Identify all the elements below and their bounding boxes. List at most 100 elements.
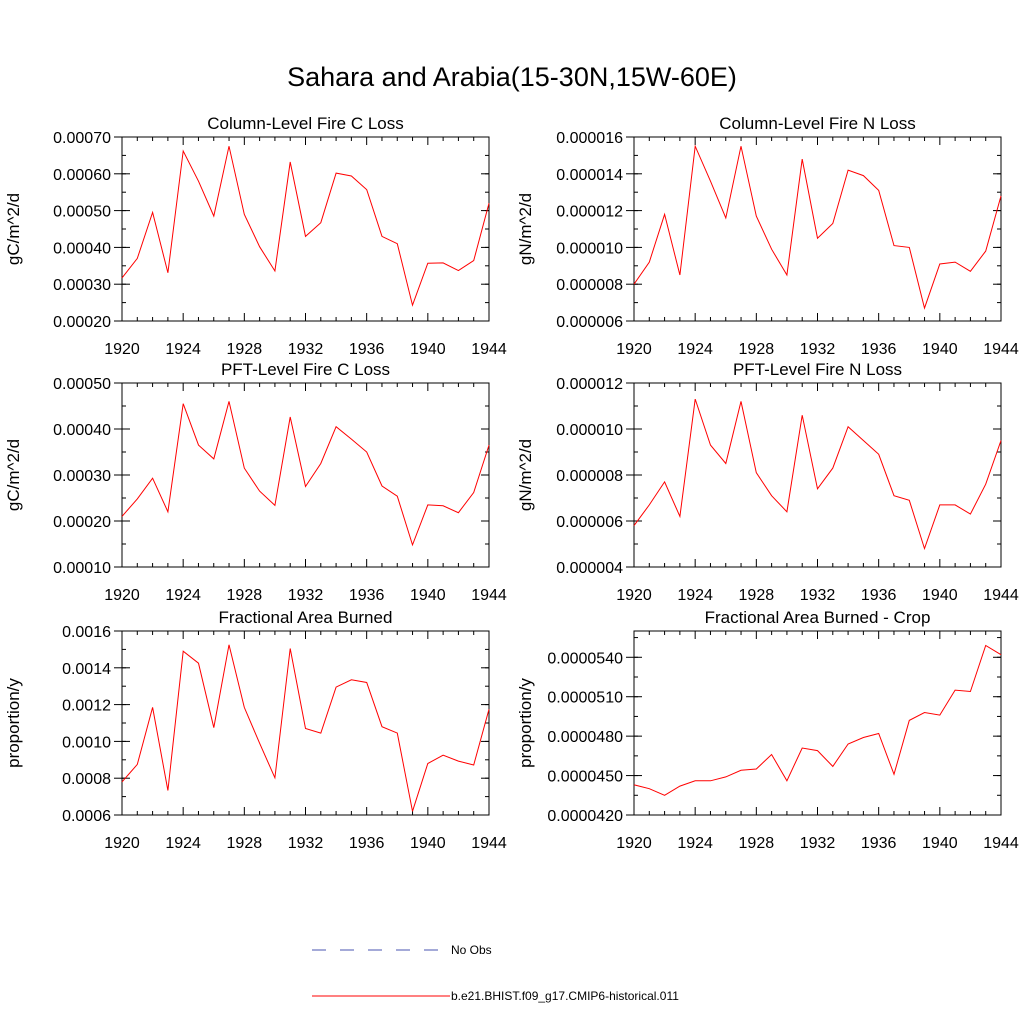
- x-tick-label: 1924: [677, 341, 713, 358]
- y-tick-label: 0.0006: [62, 808, 111, 825]
- legend-solid-line: [312, 995, 450, 997]
- x-tick-label: 1940: [922, 587, 958, 604]
- chart-title: Column-Level Fire C Loss: [207, 114, 404, 133]
- x-tick-label: 1920: [616, 341, 652, 358]
- x-tick-label: 1940: [922, 341, 958, 358]
- x-tick-label: 1936: [349, 587, 385, 604]
- x-tick-label: 1944: [983, 587, 1019, 604]
- x-tick-label: 1932: [288, 587, 324, 604]
- x-tick-label: 1920: [616, 587, 652, 604]
- x-tick-label: 1936: [349, 341, 385, 358]
- series-line: [633, 398, 1002, 551]
- y-tick-label: 0.000010: [556, 240, 623, 257]
- y-tick-label: 0.0000510: [547, 690, 623, 707]
- y-tick-label: 0.00050: [53, 376, 111, 393]
- x-tick-label: 1924: [165, 587, 201, 604]
- x-tick-label: 1944: [471, 835, 507, 852]
- x-tick-label: 1928: [739, 341, 775, 358]
- x-tick-label: 1924: [165, 341, 201, 358]
- plot-frame: [121, 382, 490, 568]
- y-tick-label: 0.00030: [53, 468, 111, 485]
- y-tick-label: 0.00010: [53, 560, 111, 577]
- y-axis-label: proportion/y: [4, 678, 23, 768]
- x-tick-label: 1944: [983, 341, 1019, 358]
- x-tick-label: 1928: [227, 587, 263, 604]
- chart-panel-4: PFT-Level Fire N Loss gN/m^2/d 1920 1924 192…: [516, 360, 1019, 604]
- chart-title: PFT-Level Fire N Loss: [733, 360, 902, 379]
- plot-frame: [633, 382, 1002, 568]
- x-tick-label: 1932: [288, 835, 324, 852]
- y-tick-label: 0.0008: [62, 771, 111, 788]
- x-tick-label: 1940: [410, 587, 446, 604]
- chart-panel-3: PFT-Level Fire C Loss gC/m^2/d 1920 1924 192…: [4, 360, 507, 604]
- plot-frame: [121, 630, 490, 816]
- y-tick-label: 0.000016: [556, 130, 623, 147]
- x-tick-label: 1940: [410, 341, 446, 358]
- x-tick-label: 1940: [410, 835, 446, 852]
- x-tick-label: 1928: [739, 587, 775, 604]
- x-tick-label: 1932: [800, 835, 836, 852]
- chart-title: Column-Level Fire N Loss: [719, 114, 916, 133]
- y-tick-label: 0.00030: [53, 277, 111, 294]
- x-tick-label: 1944: [471, 587, 507, 604]
- plot-frame: [633, 136, 1002, 322]
- x-tick-label: 1920: [104, 587, 140, 604]
- x-tick-label: 1944: [471, 341, 507, 358]
- x-tick-label: 1932: [800, 341, 836, 358]
- y-tick-label: 0.0000540: [547, 650, 623, 667]
- y-tick-label: 0.000014: [556, 167, 623, 184]
- x-tick-label: 1932: [800, 587, 836, 604]
- y-tick-label: 0.0016: [62, 624, 111, 641]
- chart-panel-6: Fractional Area Burned - Crop proportion/…: [516, 608, 1019, 852]
- x-tick-label: 1920: [104, 835, 140, 852]
- chart-title: Fractional Area Burned: [219, 608, 393, 627]
- y-axis-label: gC/m^2/d: [4, 439, 23, 511]
- x-tick-label: 1936: [861, 341, 897, 358]
- y-axis-label: proportion/y: [516, 678, 535, 768]
- chart-panel-5: Fractional Area Burned proportion/y 1920 19…: [4, 608, 507, 852]
- x-tick-label: 1928: [227, 835, 263, 852]
- y-tick-label: 0.000006: [556, 314, 623, 331]
- series-line: [121, 401, 490, 547]
- chart-title: PFT-Level Fire C Loss: [221, 360, 390, 379]
- y-axis-label: gC/m^2/d: [4, 193, 23, 265]
- y-tick-label: 0.000012: [556, 376, 623, 393]
- y-tick-label: 0.000004: [556, 560, 623, 577]
- x-tick-label: 1924: [677, 587, 713, 604]
- page-title: Sahara and Arabia(15-30N,15W-60E): [287, 62, 737, 92]
- y-tick-label: 0.000010: [556, 422, 623, 439]
- chart-title: Fractional Area Burned - Crop: [705, 608, 931, 627]
- y-tick-label: 0.000008: [556, 277, 623, 294]
- y-tick-label: 0.0000450: [547, 769, 623, 786]
- y-tick-label: 0.00040: [53, 240, 111, 257]
- y-tick-label: 0.0014: [62, 661, 111, 678]
- chart-panel-2: Column-Level Fire N Loss gN/m^2/d 1920 1924…: [516, 114, 1019, 358]
- series-line: [633, 144, 1002, 310]
- y-tick-label: 0.0010: [62, 734, 111, 751]
- x-tick-label: 1924: [165, 835, 201, 852]
- y-tick-label: 0.00060: [53, 167, 111, 184]
- plot-frame: [633, 630, 1002, 816]
- y-tick-label: 0.000012: [556, 204, 623, 221]
- y-tick-label: 0.0012: [62, 698, 111, 715]
- y-axis-label: gN/m^2/d: [516, 193, 535, 265]
- chart-panel-1: Column-Level Fire C Loss gC/m^2/d 1920 1924…: [4, 114, 507, 358]
- x-tick-label: 1924: [677, 835, 713, 852]
- x-tick-label: 1928: [227, 341, 263, 358]
- series-line: [633, 644, 1002, 796]
- y-tick-label: 0.00070: [53, 130, 111, 147]
- y-tick-label: 0.00040: [53, 422, 111, 439]
- y-tick-label: 0.000006: [556, 514, 623, 531]
- x-tick-label: 1940: [922, 835, 958, 852]
- series-line: [121, 644, 490, 812]
- x-tick-label: 1928: [739, 835, 775, 852]
- legend-label-model: b.e21.BHIST.f09_g17.CMIP6-historical.011: [451, 989, 679, 1003]
- legend-label-obs: No Obs: [451, 943, 492, 957]
- x-tick-label: 1936: [349, 835, 385, 852]
- legend-dash-line: [312, 949, 450, 951]
- y-tick-label: 0.00050: [53, 204, 111, 221]
- x-tick-label: 1932: [288, 341, 324, 358]
- plot-frame: [121, 136, 490, 322]
- y-tick-label: 0.000008: [556, 468, 623, 485]
